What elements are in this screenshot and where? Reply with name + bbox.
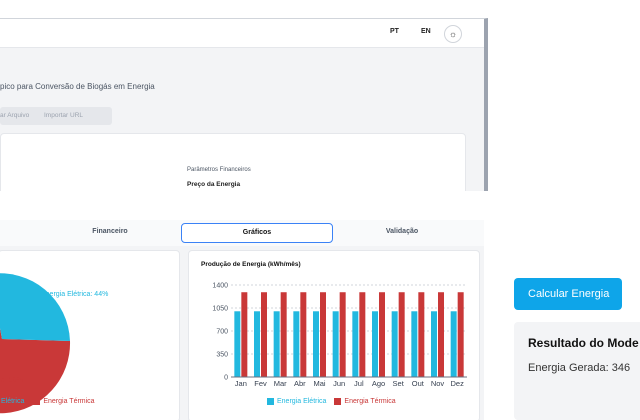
x-tick-label: Ago <box>372 379 385 388</box>
x-tick-label: Jan <box>235 379 247 388</box>
import-tabs: ar Arquivo Importar URL <box>0 107 112 125</box>
params-card: Parâmetros Financeiros Preço da Energia … <box>0 133 466 191</box>
bar-eletrica[interactable] <box>391 311 398 377</box>
y-tick-label: 0 <box>224 375 228 382</box>
bar-termica[interactable] <box>261 292 267 377</box>
result-energy-generated: Energia Gerada: 346 <box>528 362 631 374</box>
tab-import-file[interactable]: ar Arquivo <box>0 112 30 119</box>
y-tick-label: 1050 <box>212 306 228 313</box>
bar-eletrica[interactable] <box>273 311 280 377</box>
bar-termica[interactable] <box>339 292 346 377</box>
legend-series-eletrica: Energia Elétrica <box>277 398 327 405</box>
bar-chart-panel: Produção de Energia (kWh/mês) 0 350 700 105… <box>188 250 480 420</box>
bar-termica[interactable] <box>457 292 464 377</box>
bar-eletrica[interactable] <box>293 311 300 377</box>
charts-fragment: Financeiro Gráficos Validação Energia El… <box>0 220 484 420</box>
bar-legend: Energia Elétrica Energia Térmica <box>267 398 396 405</box>
legend-swatch-termica <box>334 398 342 405</box>
legend-swatch-termica <box>33 398 41 405</box>
theme-toggle-button[interactable]: ☼ <box>444 25 462 43</box>
bar-eletrica[interactable] <box>372 311 378 377</box>
lang-en-button[interactable]: EN <box>421 28 431 35</box>
bar-eletrica[interactable] <box>411 311 418 377</box>
pie-legend: Elétrica Energia Térmica <box>1 398 95 405</box>
bar-eletrica[interactable] <box>352 311 359 377</box>
bar-termica[interactable] <box>359 292 366 377</box>
legend-label-eletrica: Elétrica <box>1 398 25 405</box>
x-tick-label: Dez <box>450 379 464 388</box>
bar-termica[interactable] <box>241 292 248 377</box>
financial-params-title: Parâmetros Financeiros <box>187 167 251 173</box>
result-title: Resultado do Mode <box>528 336 639 350</box>
bar-termica[interactable] <box>280 292 287 377</box>
tab-financeiro[interactable]: Financeiro <box>92 228 128 235</box>
bar-termica[interactable] <box>300 292 307 377</box>
pie-label-eletrica: Energia Elétrica: 44% <box>41 291 109 298</box>
result-fragment: Calcular Energia Resultado do Mode Energ… <box>514 262 640 420</box>
app-top-fragment: PT EN ☼ pico para Conversão de Biogás em… <box>0 18 488 191</box>
tab-validacao[interactable]: Validação <box>385 228 419 235</box>
x-tick-label: Jul <box>354 379 364 388</box>
legend-swatch-eletrica <box>267 398 274 405</box>
lang-pt-button[interactable]: PT <box>390 28 399 35</box>
top-bar: PT EN ☼ <box>0 19 484 48</box>
legend-series-termica: Energia Térmica <box>344 398 396 405</box>
energy-price-label: Preço da Energia <box>187 181 241 188</box>
tab-graficos[interactable]: Gráficos <box>181 223 333 243</box>
bar-termica[interactable] <box>320 292 326 377</box>
bar-termica[interactable] <box>379 292 385 377</box>
bar-eletrica[interactable] <box>450 311 457 377</box>
bar-eletrica[interactable] <box>254 311 260 377</box>
pie-chart-panel: Energia Elétrica: 44% a: 56% Elétrica En… <box>0 250 180 420</box>
bar-eletrica[interactable] <box>431 311 437 377</box>
bar-termica[interactable] <box>438 292 444 377</box>
x-tick-label: Mar <box>274 379 287 388</box>
y-tick-label: 350 <box>216 352 228 359</box>
x-tick-label: Nov <box>431 379 445 388</box>
bar-eletrica[interactable] <box>234 311 241 377</box>
x-tick-label: Abr <box>294 379 306 388</box>
x-tick-label: Fev <box>254 379 267 388</box>
pie-slice-eletrica <box>0 273 70 341</box>
y-tick-label: 700 <box>216 329 228 336</box>
sun-icon: ☼ <box>448 29 458 39</box>
bar-eletrica[interactable] <box>332 311 339 377</box>
y-tick-label: 1400 <box>212 283 228 290</box>
pie-chart <box>0 273 71 414</box>
x-tick-label: Set <box>393 379 405 388</box>
bar-eletrica[interactable] <box>313 311 319 377</box>
calculate-energy-button[interactable]: Calcular Energia <box>514 278 622 310</box>
x-tick-label: Jun <box>333 379 345 388</box>
x-tick-label: Out <box>412 379 425 388</box>
tab-bar: Financeiro Gráficos Validação <box>0 220 484 246</box>
pie-label-termica: a: 56% <box>1 377 23 384</box>
x-tick-label: Mai <box>313 379 325 388</box>
bar-termica[interactable] <box>398 292 405 377</box>
bar-chart-title: Produção de Energia (kWh/mês) <box>201 261 301 268</box>
pie-slice-termica <box>0 328 71 414</box>
bar-chart: 0 350 700 1050 1400 Jan Fev Mar Abr Mai Jun Jul Ago S… <box>212 283 467 388</box>
model-result-box: Resultado do Mode Energia Gerada: 346 <box>514 322 640 420</box>
tab-import-url[interactable]: Importar URL <box>44 112 84 119</box>
bar-termica[interactable] <box>418 292 425 377</box>
legend-label-termica: Energia Térmica <box>43 398 95 405</box>
page-subtitle: pico para Conversão de Biogás em Energia <box>0 82 155 91</box>
